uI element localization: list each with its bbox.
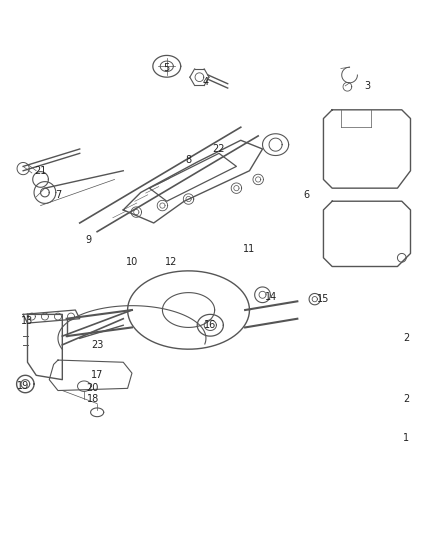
Text: 14: 14 (265, 292, 277, 302)
Text: 2: 2 (403, 333, 409, 343)
Text: 19: 19 (17, 381, 29, 391)
Text: 22: 22 (213, 144, 225, 154)
Text: 2: 2 (403, 394, 409, 404)
Text: 15: 15 (317, 294, 330, 304)
Text: 8: 8 (185, 155, 191, 165)
Text: 11: 11 (244, 244, 256, 254)
Text: 9: 9 (85, 236, 92, 245)
Text: 7: 7 (55, 190, 61, 200)
Text: 16: 16 (204, 320, 216, 330)
Text: 21: 21 (34, 166, 47, 176)
Text: 6: 6 (303, 190, 309, 200)
Text: 13: 13 (21, 316, 34, 326)
Text: 23: 23 (91, 340, 103, 350)
Text: 4: 4 (203, 77, 209, 86)
Text: 1: 1 (403, 433, 409, 443)
Text: 10: 10 (126, 257, 138, 267)
Text: 5: 5 (164, 63, 170, 74)
Text: 20: 20 (87, 383, 99, 393)
Text: 18: 18 (87, 394, 99, 404)
Text: 12: 12 (165, 257, 177, 267)
Text: 3: 3 (364, 81, 370, 91)
Text: 17: 17 (91, 370, 103, 381)
